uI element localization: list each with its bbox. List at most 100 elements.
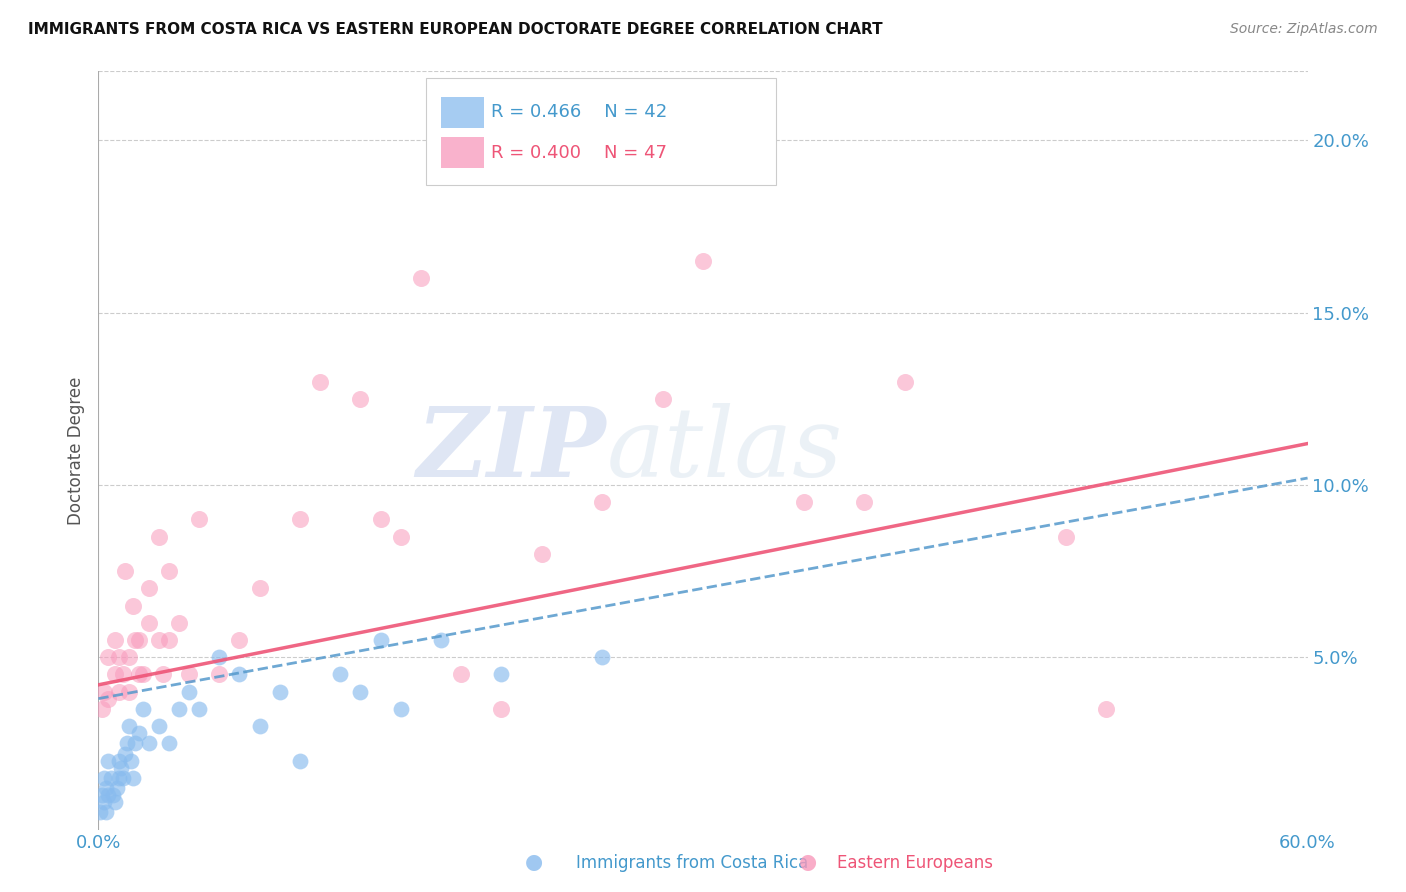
Point <box>349 392 371 406</box>
Point <box>118 650 141 665</box>
Point <box>188 702 211 716</box>
Point <box>329 667 352 681</box>
Point <box>793 495 815 509</box>
Text: atlas: atlas <box>606 403 842 498</box>
Point <box>107 650 129 665</box>
Point <box>93 771 115 785</box>
Point <box>111 667 134 681</box>
Point <box>228 633 250 648</box>
Point <box>179 667 201 681</box>
Point <box>100 771 122 785</box>
Point <box>93 684 115 698</box>
Point <box>103 667 125 681</box>
Point <box>389 702 412 716</box>
Point <box>893 375 915 389</box>
Point <box>93 795 115 809</box>
Point <box>120 754 142 768</box>
Point <box>591 650 613 665</box>
Point <box>157 633 180 648</box>
Point <box>97 754 120 768</box>
Point <box>96 805 118 820</box>
Point <box>249 719 271 733</box>
Point <box>118 719 141 733</box>
Text: R = 0.400    N = 47: R = 0.400 N = 47 <box>491 144 666 161</box>
Point <box>288 512 311 526</box>
Point <box>138 582 160 596</box>
Point <box>389 530 412 544</box>
Point <box>148 633 170 648</box>
Point <box>591 495 613 509</box>
Point <box>430 633 453 648</box>
Point <box>89 805 111 820</box>
Point <box>105 781 128 796</box>
Point <box>530 547 553 561</box>
Point <box>692 253 714 268</box>
Point <box>269 684 291 698</box>
Point <box>309 375 332 389</box>
Point <box>132 667 155 681</box>
Point <box>167 615 190 630</box>
Point <box>103 633 125 648</box>
Point <box>96 781 118 796</box>
Point <box>121 771 143 785</box>
Point <box>491 667 513 681</box>
Point <box>132 702 155 716</box>
Point <box>128 726 150 740</box>
Point <box>115 736 138 750</box>
Text: Immigrants from Costa Rica: Immigrants from Costa Rica <box>576 855 808 872</box>
Point <box>118 684 141 698</box>
Point <box>121 599 143 613</box>
Text: IMMIGRANTS FROM COSTA RICA VS EASTERN EUROPEAN DOCTORATE DEGREE CORRELATION CHAR: IMMIGRANTS FROM COSTA RICA VS EASTERN EU… <box>28 22 883 37</box>
Point <box>107 771 129 785</box>
Point <box>128 633 150 648</box>
Point <box>107 684 129 698</box>
Text: R = 0.466    N = 42: R = 0.466 N = 42 <box>491 103 666 121</box>
Text: ZIP: ZIP <box>416 403 606 498</box>
Point <box>409 271 432 285</box>
Point <box>651 392 673 406</box>
Point <box>208 650 231 665</box>
Point <box>97 650 120 665</box>
Point <box>853 495 876 509</box>
Text: ●: ● <box>526 853 543 872</box>
Point <box>188 512 211 526</box>
Point <box>114 747 136 761</box>
Point <box>288 754 311 768</box>
Point <box>450 667 472 681</box>
Point <box>111 771 134 785</box>
Point <box>138 736 160 750</box>
Point <box>103 795 125 809</box>
Point <box>370 633 392 648</box>
Point <box>179 684 201 698</box>
Point <box>97 691 120 706</box>
Y-axis label: Doctorate Degree: Doctorate Degree <box>66 376 84 524</box>
Point <box>370 512 392 526</box>
Text: Source: ZipAtlas.com: Source: ZipAtlas.com <box>1230 22 1378 37</box>
Point <box>167 702 190 716</box>
Text: Eastern Europeans: Eastern Europeans <box>837 855 993 872</box>
Point <box>128 667 150 681</box>
Point <box>148 530 170 544</box>
Point <box>91 702 114 716</box>
Point <box>208 667 231 681</box>
Point <box>101 788 124 802</box>
Point <box>110 760 132 774</box>
Text: ●: ● <box>800 853 817 872</box>
Point <box>157 736 180 750</box>
Point <box>124 736 146 750</box>
Point <box>491 702 513 716</box>
Point <box>152 667 174 681</box>
Point <box>107 754 129 768</box>
Point <box>1054 530 1077 544</box>
Point <box>114 564 136 578</box>
Point <box>157 564 180 578</box>
Point <box>138 615 160 630</box>
Point <box>148 719 170 733</box>
Point <box>97 788 120 802</box>
Point <box>91 788 114 802</box>
Point <box>1095 702 1118 716</box>
Point <box>228 667 250 681</box>
Point <box>349 684 371 698</box>
Point <box>124 633 146 648</box>
Point <box>249 582 271 596</box>
